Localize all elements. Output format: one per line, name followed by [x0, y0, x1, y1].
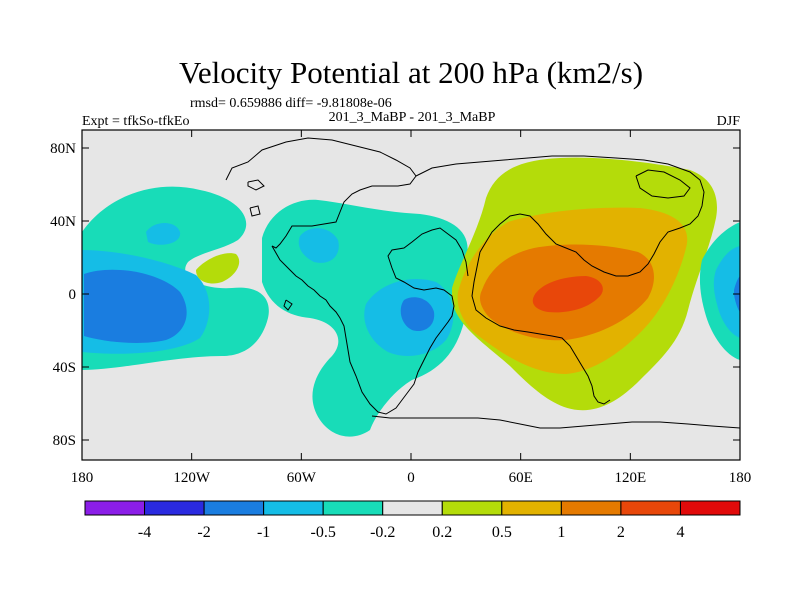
caribbean-positive-patch	[196, 253, 240, 284]
colorbar-swatch	[263, 500, 324, 516]
y-tick-label: 40S	[53, 360, 76, 376]
pacific-negative-mid-small	[146, 223, 181, 245]
coastline-north-america	[271, 227, 469, 415]
colorbar-swatch	[322, 500, 384, 516]
coastline-canadian-islands-2	[249, 205, 261, 217]
coastline-eurasia	[415, 155, 705, 405]
colorbar-swatch	[679, 500, 741, 516]
x-tick-label: 60E	[509, 470, 533, 486]
y-tick-label: 80N	[50, 141, 76, 157]
stats-label: rmsd= 0.659886 diff= -9.81808e-06	[190, 96, 392, 111]
y-tick-label: 40N	[50, 214, 76, 230]
colorbar-label: 1	[557, 524, 565, 541]
colorbar-swatch	[620, 500, 681, 516]
colorbar-label: 2	[617, 524, 625, 541]
x-axis: 180 120W 60W 0 60E 120E 180	[71, 130, 752, 486]
colorbar: -4 -2 -1 -0.5 -0.2 0.2 0.5 1 2 4	[84, 500, 741, 541]
season-label: DJF	[717, 114, 741, 129]
colorbar-swatch	[382, 500, 443, 516]
chart-title: Velocity Potential at 200 hPa (km2/s)	[179, 55, 643, 90]
x-tick-label: 0	[407, 470, 415, 486]
y-axis: 80N 40N 0 40S 80S	[50, 141, 740, 449]
pacific-negative-mid-wrap	[713, 246, 740, 338]
coastline-caribbean-islands	[283, 299, 293, 311]
x-tick-label: 180	[71, 470, 94, 486]
x-tick-label: 180	[729, 470, 752, 486]
colorbar-swatch	[560, 500, 622, 516]
coastline-greenland-arctic	[225, 137, 417, 249]
plot-area	[82, 130, 740, 460]
x-tick-label: 120W	[173, 470, 211, 486]
colorbar-label: -1	[257, 524, 270, 541]
colorbar-label: -4	[138, 524, 151, 541]
x-tick-label: 120E	[614, 470, 646, 486]
x-tick-label: 60W	[287, 470, 317, 486]
colorbar-label: -2	[197, 524, 210, 541]
atlantic-negative-core	[400, 297, 435, 332]
colorbar-swatch	[203, 500, 265, 516]
colorbar-label: 0.5	[492, 524, 512, 541]
americas-negative-mid-small	[298, 228, 339, 263]
coastline-antarctica	[371, 415, 740, 429]
colorbar-swatch	[84, 500, 146, 516]
colorbar-swatch	[144, 500, 205, 516]
colorbar-label: 4	[676, 524, 684, 541]
colorbar-label: -0.2	[370, 524, 395, 541]
colorbar-swatch	[501, 500, 562, 516]
coastline-australia	[635, 169, 691, 199]
colorbar-label: -0.5	[311, 524, 336, 541]
pacific-negative-core	[84, 269, 187, 343]
coastlines	[225, 137, 740, 429]
case-label: 201_3_MaBP - 201_3_MaBP	[329, 110, 496, 125]
coastline-canadian-islands-1	[247, 179, 265, 191]
experiment-label: Expt = tfkSo-tfkEo	[82, 114, 189, 129]
indian-ocean-positive-core	[532, 276, 603, 313]
colorbar-label: 0.2	[432, 524, 452, 541]
y-tick-label: 0	[69, 287, 77, 303]
colorbar-swatch	[441, 500, 503, 516]
y-tick-label: 80S	[53, 433, 76, 449]
